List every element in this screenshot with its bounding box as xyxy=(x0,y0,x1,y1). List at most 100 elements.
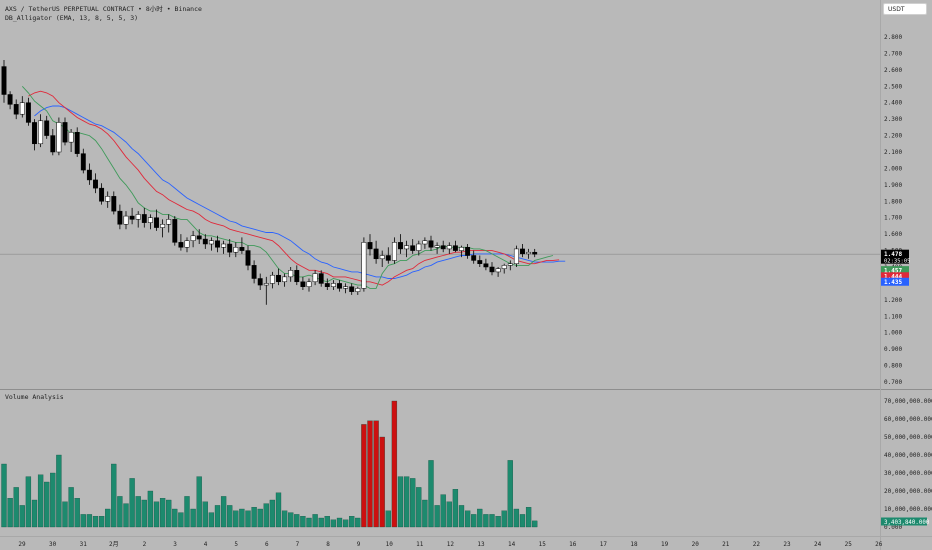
price-tick-label: 1.900 xyxy=(884,182,902,189)
volume-bar xyxy=(98,516,105,528)
candle-body xyxy=(440,245,446,250)
volume-bar xyxy=(7,498,13,528)
volume-bar xyxy=(239,508,245,528)
time-tick-label: 7 xyxy=(296,541,300,548)
time-tick-label: 26 xyxy=(875,541,883,548)
candle-body xyxy=(337,283,342,289)
volume-bar xyxy=(220,496,227,528)
candle-body xyxy=(154,217,159,228)
volume-bar xyxy=(397,476,404,528)
volume-legend[interactable]: Volume Analysis xyxy=(5,393,64,401)
price-tick-label: 2.700 xyxy=(884,50,902,57)
indicator-legend[interactable]: DB_Alligator (EMA, 13, 8, 5, 5, 3) xyxy=(5,14,139,22)
price-tick-label: 2.300 xyxy=(884,116,902,123)
time-tick-label: 22 xyxy=(753,541,761,548)
candle-body xyxy=(391,242,397,261)
volume-bar xyxy=(452,489,459,528)
currency-unit-button[interactable]: USDT xyxy=(883,3,927,15)
candle-body xyxy=(184,240,190,248)
last-volume-box xyxy=(881,517,927,526)
time-tick-label: 31 xyxy=(80,541,88,548)
candle-body xyxy=(245,250,251,266)
candle-body xyxy=(117,210,123,225)
candle-body xyxy=(526,251,532,255)
candle-body xyxy=(208,240,214,245)
volume-bar xyxy=(525,507,532,528)
candle-body xyxy=(410,245,416,251)
volume-bar xyxy=(74,498,80,528)
time-tick-label: 24 xyxy=(814,541,822,548)
candle-body xyxy=(416,243,422,251)
price-tick-label: 1.800 xyxy=(884,198,902,205)
volume-bar xyxy=(355,517,361,528)
time-tick-label: 2 xyxy=(143,541,147,548)
time-tick-label: 6 xyxy=(265,541,269,548)
price-tick-label: 0.700 xyxy=(884,379,902,386)
candle-body xyxy=(434,245,440,248)
volume-bar xyxy=(117,496,123,528)
candle-body xyxy=(56,122,62,153)
volume-bar xyxy=(513,508,520,528)
time-tick-label: 3 xyxy=(173,541,177,548)
candle-body xyxy=(452,245,458,251)
time-tick-label: 15 xyxy=(539,541,547,548)
volume-bar xyxy=(501,510,507,528)
candle-body xyxy=(507,263,513,266)
jaw-price-label: 1.435 xyxy=(884,279,902,286)
volume-bar xyxy=(269,499,276,528)
volume-bar xyxy=(184,496,190,528)
candle-body xyxy=(86,169,92,181)
symbol-legend[interactable]: AXS / TetherUS PERPETUAL CONTRACT • 8小时 … xyxy=(5,5,202,13)
lips-price-label: 1.457 xyxy=(884,267,902,274)
time-tick-label: 8 xyxy=(326,541,330,548)
volume-bar xyxy=(489,514,495,528)
volume-tick-label: 50,000,000.000 xyxy=(884,434,932,441)
time-tick-label: 11 xyxy=(416,541,424,548)
volume-bar xyxy=(208,512,215,528)
volume-bar xyxy=(172,508,178,528)
time-tick-label: 10 xyxy=(386,541,394,548)
candle-body xyxy=(166,219,172,225)
candle-body xyxy=(367,242,373,250)
volume-bar xyxy=(19,505,25,528)
time-tick-label: 13 xyxy=(477,541,485,548)
candle-body xyxy=(330,283,336,287)
price-tick-label: 2.000 xyxy=(884,165,902,172)
volume-bar xyxy=(202,501,208,528)
candle-body xyxy=(513,248,519,264)
time-tick-label: 12 xyxy=(447,541,455,548)
candle-body xyxy=(239,247,245,251)
candle-body xyxy=(19,102,25,115)
candle-body xyxy=(471,255,477,261)
candle-body xyxy=(520,248,525,255)
candle-body xyxy=(13,104,19,115)
candle-body xyxy=(196,235,202,240)
volume-bar xyxy=(300,516,306,528)
candle-body xyxy=(379,255,385,260)
last-price-label-countdown: 02:35:05 xyxy=(884,258,911,264)
time-tick-label: 21 xyxy=(722,541,730,548)
alligator-teeth-line xyxy=(28,90,560,286)
time-tick-label: 18 xyxy=(630,541,638,548)
volume-bar xyxy=(312,514,318,528)
price-tick-label: 2.600 xyxy=(884,67,902,74)
time-tick-label: 5 xyxy=(234,541,238,548)
time-tick-label: 14 xyxy=(508,541,516,548)
jaw-price-label-box xyxy=(881,277,909,286)
candle-body xyxy=(428,240,434,248)
volume-bar xyxy=(153,501,160,528)
volume-tick-label: 0.000 xyxy=(884,524,902,531)
volume-bar xyxy=(495,516,501,528)
lips-price-label-box xyxy=(881,266,909,275)
candle-body xyxy=(489,266,495,273)
time-tick-label: 17 xyxy=(600,541,608,548)
candle-body xyxy=(312,273,318,283)
candle-body xyxy=(93,179,98,189)
candle-body xyxy=(495,268,501,273)
teeth-price-label-box xyxy=(881,272,909,281)
volume-bar xyxy=(25,476,32,528)
volume-bar xyxy=(105,508,111,528)
candle-body xyxy=(44,120,50,136)
